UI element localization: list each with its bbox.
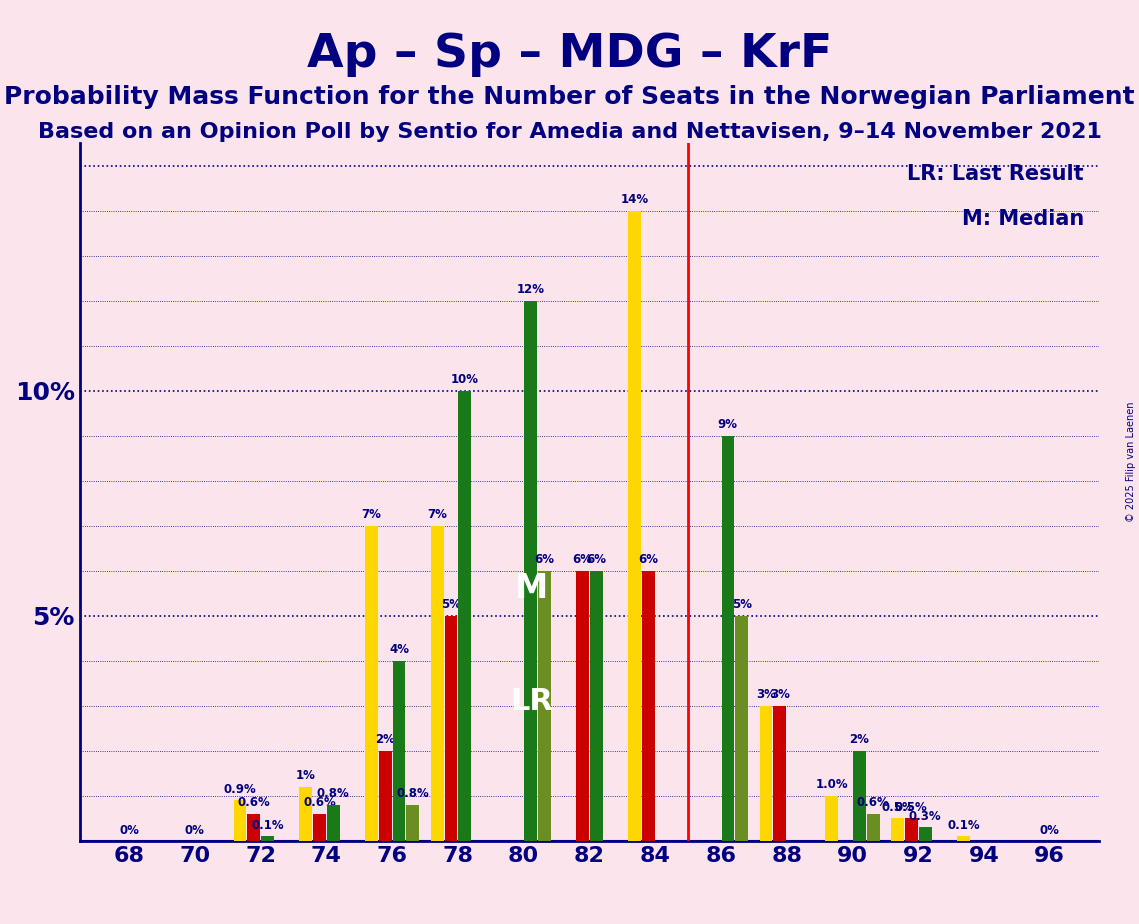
Text: 2%: 2% bbox=[375, 734, 395, 747]
Text: 1.0%: 1.0% bbox=[816, 778, 849, 791]
Bar bbox=[444, 615, 458, 841]
Text: 6%: 6% bbox=[534, 553, 555, 566]
Text: 6%: 6% bbox=[638, 553, 658, 566]
Text: 0%: 0% bbox=[120, 824, 139, 837]
Text: 0.1%: 0.1% bbox=[252, 819, 284, 832]
Text: 0.8%: 0.8% bbox=[396, 787, 429, 800]
Bar bbox=[853, 751, 866, 841]
Text: Probability Mass Function for the Number of Seats in the Norwegian Parliament: Probability Mass Function for the Number… bbox=[5, 85, 1134, 109]
Bar bbox=[642, 571, 655, 841]
Text: 0.1%: 0.1% bbox=[947, 819, 980, 832]
Bar bbox=[867, 814, 879, 841]
Text: 3%: 3% bbox=[756, 688, 776, 701]
Bar bbox=[773, 706, 786, 841]
Text: Ap – Sp – MDG – KrF: Ap – Sp – MDG – KrF bbox=[306, 32, 833, 78]
Text: 5%: 5% bbox=[441, 599, 461, 612]
Text: LR: LR bbox=[510, 687, 554, 716]
Text: 0.3%: 0.3% bbox=[909, 809, 942, 823]
Bar bbox=[366, 526, 378, 841]
Text: 0.9%: 0.9% bbox=[223, 783, 256, 796]
Bar bbox=[919, 827, 932, 841]
Text: 4%: 4% bbox=[390, 643, 409, 656]
Text: 0.5%: 0.5% bbox=[895, 801, 928, 814]
Text: 2%: 2% bbox=[850, 734, 869, 747]
Bar bbox=[736, 615, 748, 841]
Bar bbox=[760, 706, 772, 841]
Bar bbox=[891, 819, 904, 841]
Text: 0.5%: 0.5% bbox=[882, 801, 913, 814]
Bar bbox=[906, 819, 918, 841]
Bar bbox=[538, 571, 551, 841]
Text: 0.6%: 0.6% bbox=[303, 796, 336, 809]
Text: 12%: 12% bbox=[517, 284, 544, 297]
Text: M: M bbox=[515, 572, 549, 605]
Bar bbox=[327, 805, 339, 841]
Bar bbox=[247, 814, 260, 841]
Text: © 2025 Filip van Laenen: © 2025 Filip van Laenen bbox=[1126, 402, 1136, 522]
Bar bbox=[393, 661, 405, 841]
Bar bbox=[407, 805, 419, 841]
Text: 7%: 7% bbox=[427, 508, 448, 521]
Bar bbox=[431, 526, 443, 841]
Text: 14%: 14% bbox=[621, 193, 648, 206]
Bar bbox=[459, 391, 472, 841]
Text: 7%: 7% bbox=[361, 508, 382, 521]
Text: 9%: 9% bbox=[718, 419, 738, 432]
Text: LR: Last Result: LR: Last Result bbox=[908, 164, 1084, 184]
Text: 0.6%: 0.6% bbox=[237, 796, 270, 809]
Text: 6%: 6% bbox=[587, 553, 606, 566]
Bar bbox=[261, 836, 273, 841]
Bar bbox=[628, 211, 641, 841]
Bar bbox=[233, 800, 246, 841]
Bar bbox=[379, 751, 392, 841]
Bar bbox=[576, 571, 589, 841]
Bar bbox=[721, 436, 735, 841]
Bar bbox=[957, 836, 969, 841]
Text: 0.8%: 0.8% bbox=[317, 787, 350, 800]
Text: 3%: 3% bbox=[770, 688, 789, 701]
Text: 10%: 10% bbox=[451, 373, 478, 386]
Bar bbox=[300, 787, 312, 841]
Text: 5%: 5% bbox=[731, 599, 752, 612]
Bar bbox=[313, 814, 326, 841]
Text: 0%: 0% bbox=[185, 824, 205, 837]
Bar bbox=[590, 571, 603, 841]
Bar bbox=[524, 300, 536, 841]
Text: 1%: 1% bbox=[296, 770, 316, 783]
Text: M: Median: M: Median bbox=[961, 210, 1084, 229]
Text: Based on an Opinion Poll by Sentio for Amedia and Nettavisen, 9–14 November 2021: Based on an Opinion Poll by Sentio for A… bbox=[38, 122, 1101, 142]
Text: 0.6%: 0.6% bbox=[857, 796, 890, 809]
Text: 0%: 0% bbox=[1040, 824, 1059, 837]
Text: 6%: 6% bbox=[573, 553, 592, 566]
Bar bbox=[826, 796, 838, 841]
